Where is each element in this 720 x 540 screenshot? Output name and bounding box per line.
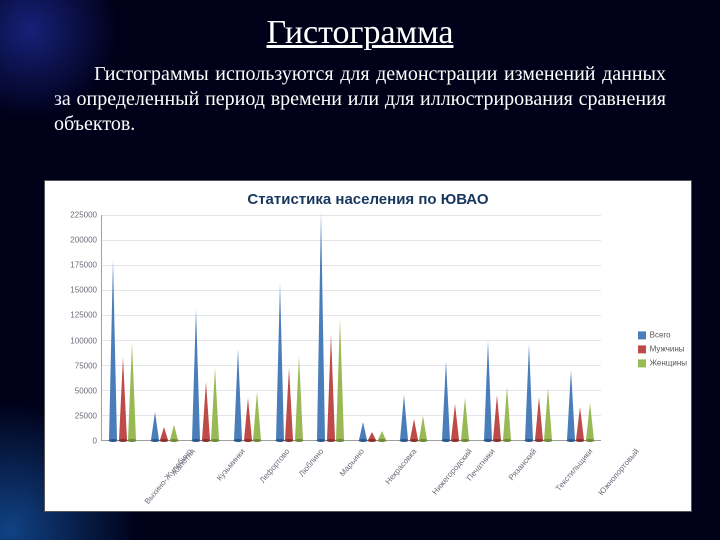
legend-item: Всего bbox=[638, 330, 687, 339]
cone-bar bbox=[400, 394, 409, 440]
cone-bar bbox=[285, 367, 294, 440]
cone-bar bbox=[483, 341, 492, 440]
cone-bar bbox=[441, 361, 450, 440]
y-tick-label: 150000 bbox=[70, 286, 97, 295]
cone-bar bbox=[525, 344, 534, 440]
x-tick-label: Нижегородский bbox=[430, 447, 474, 497]
legend-swatch bbox=[638, 331, 646, 339]
chart-body: 0 25000 50000 75000 100000 125000 150000 175000… bbox=[45, 215, 691, 511]
cone-bar bbox=[368, 431, 377, 440]
cone-bar bbox=[336, 318, 345, 440]
cone-bar bbox=[544, 387, 553, 440]
chart-panel: Статистика населения по ЮВАО 0 25000 50000… bbox=[44, 180, 692, 512]
legend-swatch bbox=[638, 359, 646, 367]
bar-group bbox=[227, 349, 269, 440]
cone-bar bbox=[358, 422, 367, 440]
grid-line bbox=[102, 340, 601, 341]
grid-line bbox=[102, 315, 601, 316]
grid-line bbox=[102, 290, 601, 291]
chart-title: Статистика населения по ЮВАО bbox=[45, 181, 691, 214]
bar-group bbox=[518, 344, 560, 440]
cone-bar bbox=[493, 394, 502, 440]
legend-label: Всего bbox=[650, 330, 671, 339]
bar-group bbox=[102, 260, 144, 440]
slide-body-text: Гистограммы используются для демонстраци… bbox=[0, 52, 720, 137]
cone-bar bbox=[275, 283, 284, 440]
cone-bar bbox=[460, 397, 469, 440]
x-tick-label: Рязанский bbox=[507, 447, 539, 482]
grid-line bbox=[102, 265, 601, 266]
legend-item: Мужчины bbox=[638, 344, 687, 353]
cone-bar bbox=[201, 381, 210, 440]
x-axis-labels: Выхино-ЖулебиноКапотняКузьминкиЛефортово… bbox=[101, 441, 601, 511]
bar-group bbox=[559, 369, 601, 440]
bar-group bbox=[144, 412, 186, 440]
bar-group bbox=[310, 212, 352, 440]
cone-bar bbox=[109, 260, 118, 440]
cone-bar bbox=[409, 419, 418, 440]
x-tick-label: Лефортово bbox=[258, 447, 292, 485]
slide-title: Гистограмма bbox=[0, 0, 720, 52]
x-tick-label: Некрасовка bbox=[383, 447, 418, 486]
y-tick-label: 25000 bbox=[75, 411, 97, 420]
cone-bar bbox=[169, 425, 178, 440]
y-tick-label: 225000 bbox=[70, 211, 97, 220]
cone-bar bbox=[253, 391, 262, 440]
legend-label: Мужчины bbox=[650, 344, 685, 353]
cone-bar bbox=[576, 407, 585, 440]
y-tick-label: 200000 bbox=[70, 236, 97, 245]
cone-bar bbox=[326, 334, 335, 440]
slide: Гистограмма Гистограммы используются для… bbox=[0, 0, 720, 540]
y-axis: 0250005000075000100000125000150000175000… bbox=[45, 215, 101, 441]
cone-bar bbox=[211, 367, 220, 440]
cone-bar bbox=[377, 430, 386, 440]
plot-area bbox=[101, 215, 601, 441]
x-tick-label: Марьино bbox=[338, 447, 366, 478]
cone-bar bbox=[118, 357, 127, 440]
x-tick-label: Люблино bbox=[296, 447, 324, 478]
cone-bar bbox=[160, 427, 169, 440]
legend-item: Женщины bbox=[638, 358, 687, 367]
cone-bar bbox=[192, 308, 201, 440]
x-tick-label: Южнопортовый bbox=[597, 447, 641, 497]
cone-bar bbox=[128, 343, 137, 440]
cone-bar bbox=[534, 396, 543, 440]
y-tick-label: 125000 bbox=[70, 311, 97, 320]
cone-bar bbox=[566, 369, 575, 440]
grid-line bbox=[102, 215, 601, 216]
legend-swatch bbox=[638, 345, 646, 353]
grid-line bbox=[102, 240, 601, 241]
bar-group bbox=[268, 283, 310, 440]
bar-group bbox=[476, 341, 518, 440]
cone-bar bbox=[451, 404, 460, 440]
bar-group bbox=[185, 308, 227, 440]
bar-group bbox=[393, 394, 435, 440]
cone-bar bbox=[502, 386, 511, 440]
legend: Всего Мужчины Женщины bbox=[638, 325, 687, 372]
y-tick-label: 0 bbox=[93, 437, 97, 446]
cone-bar bbox=[294, 356, 303, 440]
y-tick-label: 100000 bbox=[70, 336, 97, 345]
bar-group bbox=[435, 361, 477, 440]
cone-bar bbox=[150, 412, 159, 440]
bar-group bbox=[352, 422, 394, 440]
y-tick-label: 75000 bbox=[75, 361, 97, 370]
cone-bar bbox=[419, 416, 428, 440]
x-tick-label: Текстильщики bbox=[553, 447, 594, 493]
y-tick-label: 175000 bbox=[70, 261, 97, 270]
cone-bar bbox=[585, 403, 594, 440]
cone-bar bbox=[317, 212, 326, 440]
cone-bar bbox=[243, 397, 252, 440]
cone-bar bbox=[234, 349, 243, 440]
x-tick-label: Кузьминки bbox=[215, 447, 247, 483]
legend-label: Женщины bbox=[650, 358, 687, 367]
y-tick-label: 50000 bbox=[75, 386, 97, 395]
